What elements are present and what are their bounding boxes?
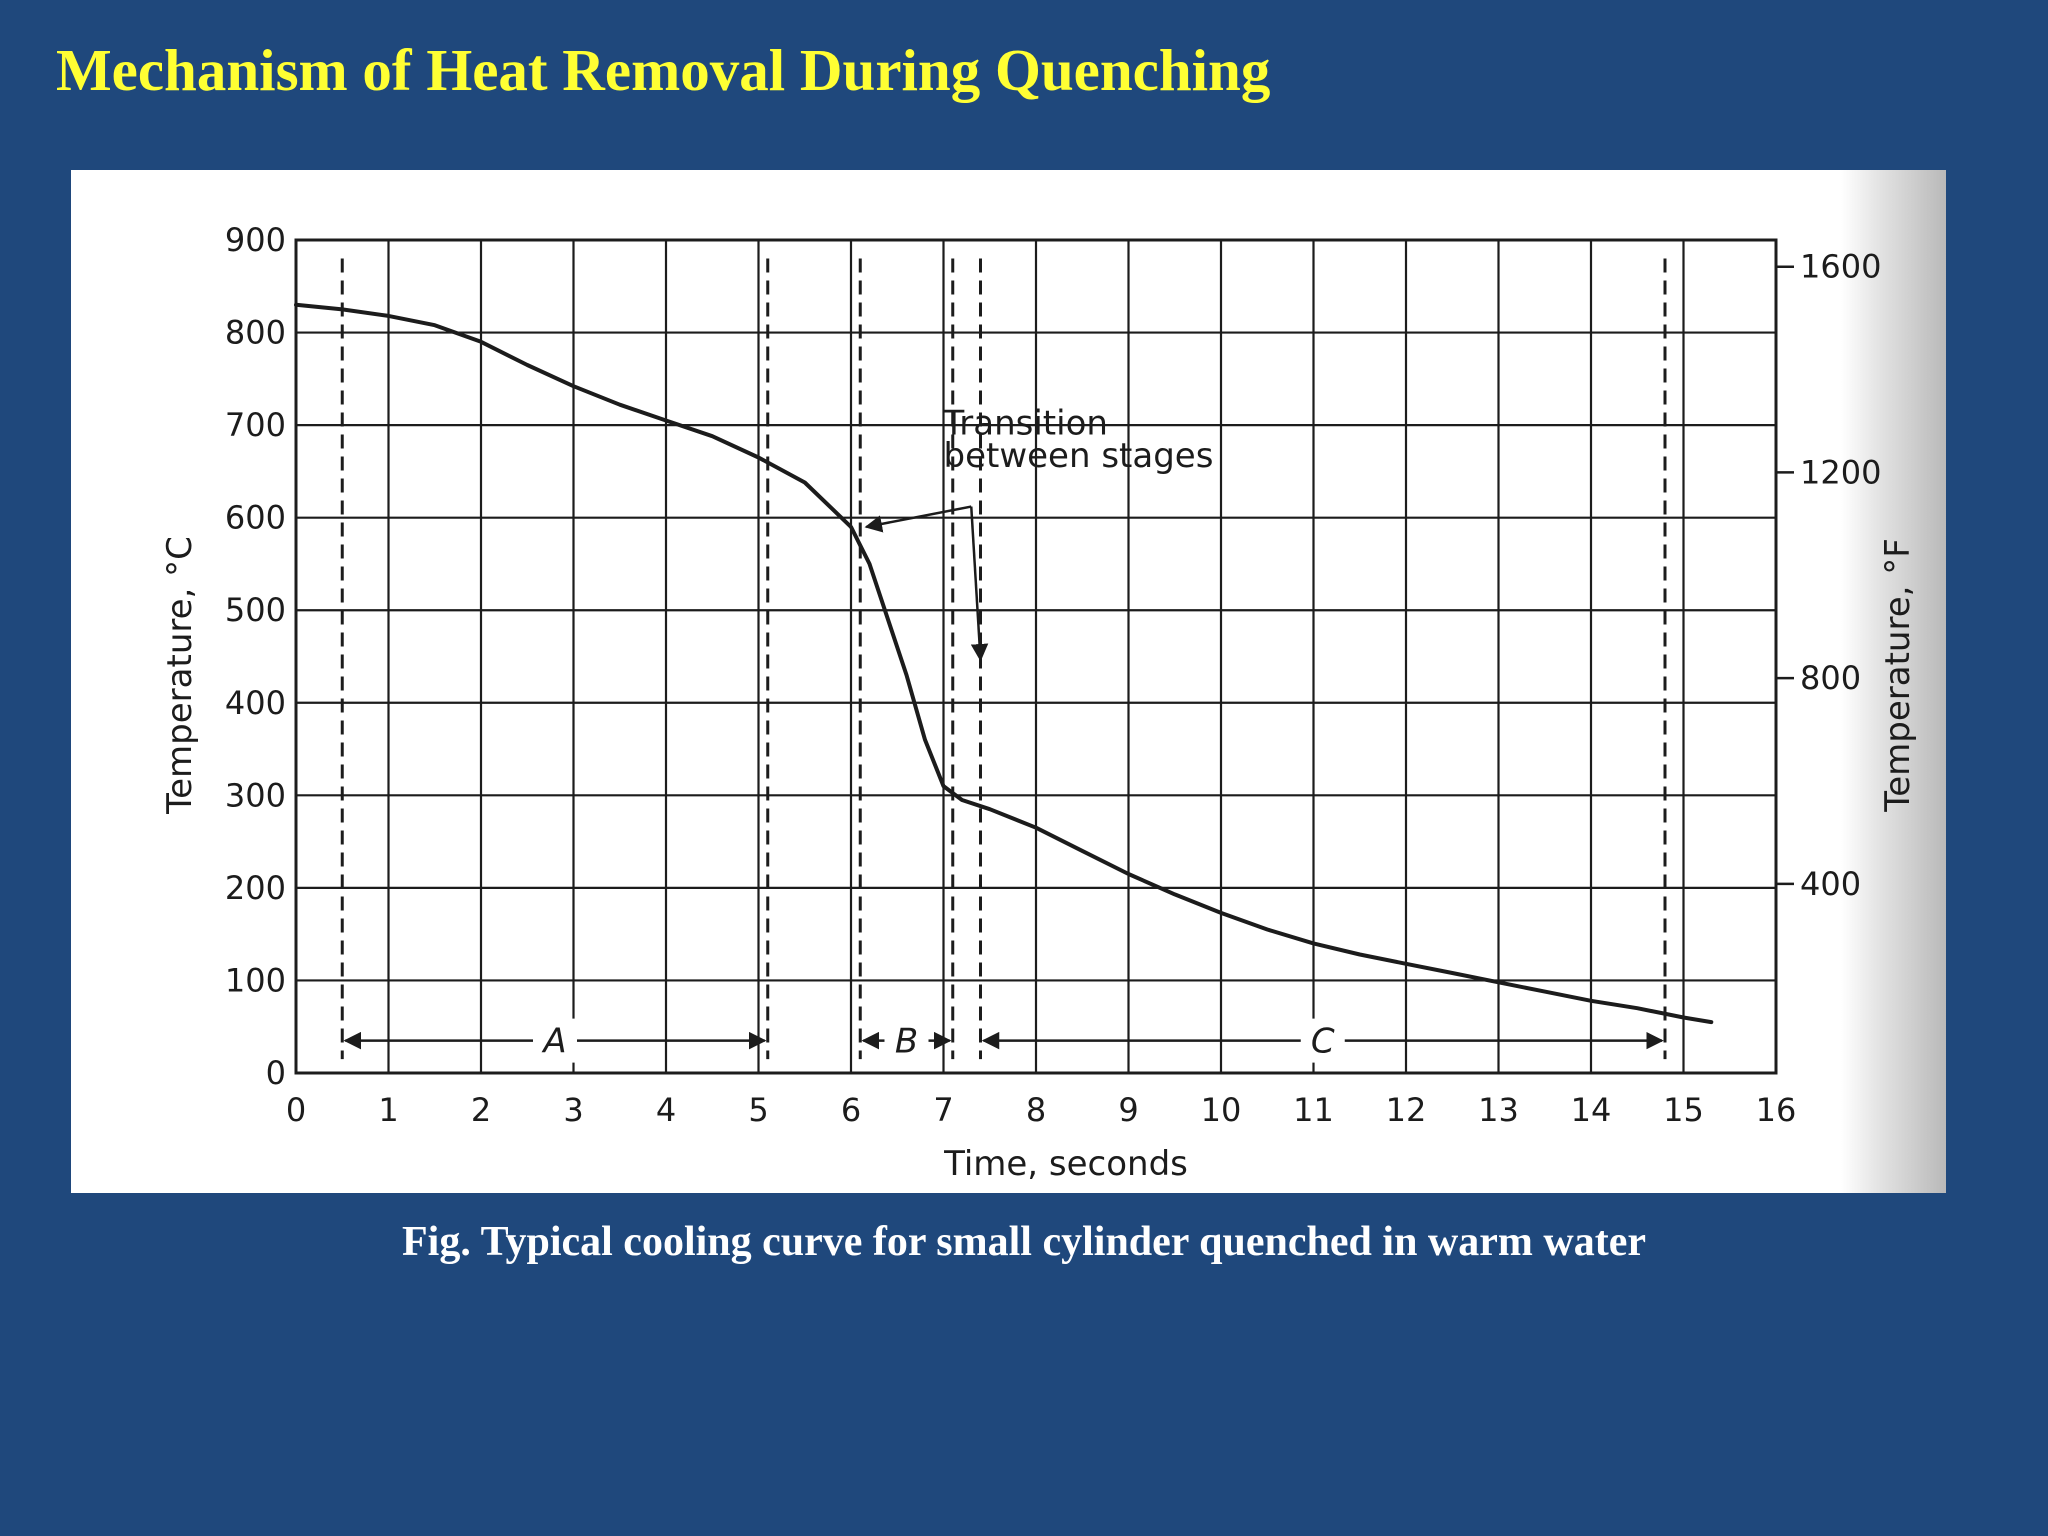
cooling-curve-line xyxy=(294,302,1714,1025)
stage-label-A: A xyxy=(541,1022,566,1062)
scan-edge-shadow xyxy=(1841,170,1946,1193)
x-tick-label-1: 1 xyxy=(378,1091,398,1129)
y-tick-label-2: 200 xyxy=(225,869,286,907)
y-tick-label-9: 900 xyxy=(225,221,286,259)
x-tick-label-13: 13 xyxy=(1478,1091,1519,1129)
y-tick-label-3: 300 xyxy=(225,776,286,814)
x-tick-label-6: 6 xyxy=(841,1091,861,1129)
annotation-arrow-1 xyxy=(970,506,989,662)
stage-label-bg-B xyxy=(884,1018,929,1063)
x-tick-label-11: 11 xyxy=(1293,1091,1334,1129)
x-tick-label-2: 2 xyxy=(471,1091,491,1129)
y-tick-label-5: 500 xyxy=(225,591,286,629)
y2-tick-label-1: 800 xyxy=(1800,659,1861,697)
y-tick-label-8: 800 xyxy=(225,314,286,352)
y2-tick-label-3: 1600 xyxy=(1800,248,1881,286)
x-tick-label-4: 4 xyxy=(656,1091,676,1129)
y-tick-label-0: 0 xyxy=(266,1054,286,1092)
y-tick-label-4: 400 xyxy=(225,684,286,722)
figure-caption: Fig. Typical cooling curve for small cyl… xyxy=(402,1219,1646,1265)
y2-axis-label: Temperature, °F xyxy=(1878,538,1918,813)
tick-labels: 0 1 2 3 4 5 6 7 8 9 10 11 12 13 14 15 160100200300400500… xyxy=(225,221,1882,1129)
x-tick-label-7: 7 xyxy=(933,1091,953,1129)
y-tick-label-7: 700 xyxy=(225,406,286,444)
y-tick-label-1: 100 xyxy=(225,961,286,999)
y2-tick-label-2: 1200 xyxy=(1800,453,1881,491)
x-tick-label-15: 15 xyxy=(1663,1091,1704,1129)
chart-grid xyxy=(294,238,1778,1075)
x-tick-label-14: 14 xyxy=(1571,1091,1612,1129)
x-tick-label-12: 12 xyxy=(1386,1091,1427,1129)
plot-frame xyxy=(294,238,1778,1075)
x-tick-label-0: 0 xyxy=(286,1091,306,1129)
stage-label-C: C xyxy=(1311,1022,1335,1062)
stage-label-B: B xyxy=(895,1022,918,1062)
slide-title: Mechanism of Heat Removal During Quenchi… xyxy=(56,37,1271,103)
stage-label-bg-C xyxy=(1300,1018,1345,1063)
x-tick-label-16: 16 xyxy=(1756,1091,1797,1129)
annotation-text-line-1: Transition xyxy=(943,403,1108,443)
stage-markers: A B C xyxy=(340,258,1667,1063)
x-axis-label: Time, seconds xyxy=(943,1144,1188,1184)
x-tick-label-10: 10 xyxy=(1201,1091,1242,1129)
y2-tick-label-0: 400 xyxy=(1800,865,1861,903)
annotation-arrow-0 xyxy=(864,505,972,533)
x-tick-label-5: 5 xyxy=(748,1091,768,1129)
y-axis-label: Temperature, °C xyxy=(160,536,200,815)
y-tick-label-6: 600 xyxy=(225,499,286,537)
annotation-text-line-2: between stages xyxy=(944,436,1214,476)
x-tick-label-3: 3 xyxy=(563,1091,583,1129)
stage-label-bg-A xyxy=(533,1018,577,1063)
x-tick-label-8: 8 xyxy=(1026,1091,1046,1129)
x-tick-label-9: 9 xyxy=(1118,1091,1138,1129)
